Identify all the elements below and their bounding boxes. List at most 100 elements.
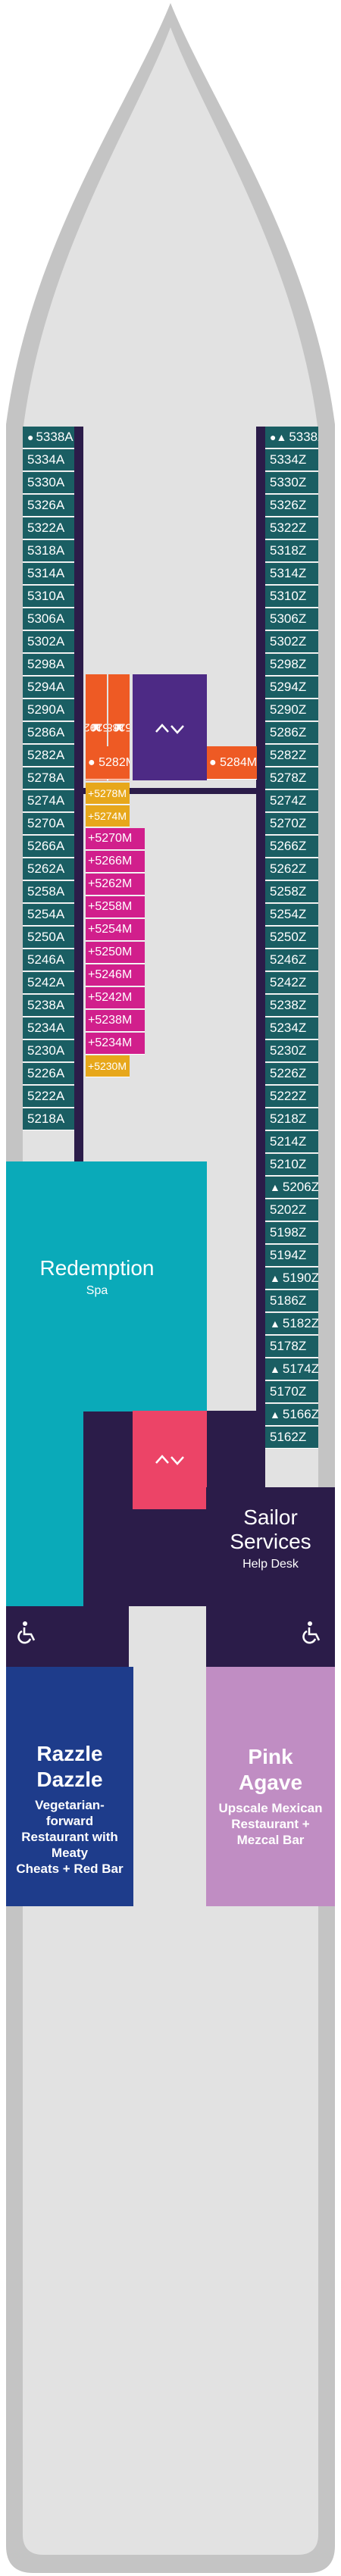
cabin-5282z[interactable]: 5282Z xyxy=(265,745,318,767)
elevator-upper[interactable] xyxy=(133,674,207,780)
cabin-5250a[interactable]: 5250A xyxy=(23,927,74,949)
cabin-5166z[interactable]: ▲5166Z xyxy=(265,1404,318,1426)
cabin-5302z[interactable]: 5302Z xyxy=(265,631,318,653)
cabin-5326z[interactable]: 5326Z xyxy=(265,495,318,517)
cabin-5310a[interactable]: 5310A xyxy=(23,586,74,608)
cabin-suffix: M xyxy=(121,991,133,1004)
cabin-5162z[interactable]: 5162Z xyxy=(265,1427,318,1449)
cabin-5266a[interactable]: 5266A xyxy=(23,836,74,858)
cabin-5254a[interactable]: 5254A xyxy=(23,904,74,926)
cabin-5322a[interactable]: 5322A xyxy=(23,517,74,539)
cabin-5334a[interactable]: 5334A xyxy=(23,449,74,471)
cabin-5238a[interactable]: 5238A xyxy=(23,995,74,1017)
cabin-5338a[interactable]: ● 5338A xyxy=(23,427,74,449)
cabin-5246a[interactable]: 5246A xyxy=(23,949,74,971)
cabin-5262z[interactable]: 5262Z xyxy=(265,858,318,880)
cabin-5284m[interactable]: ● 5284M xyxy=(207,746,257,780)
cabin-5234a[interactable]: 5234A xyxy=(23,1018,74,1039)
cabin-5182z[interactable]: ▲5182Z xyxy=(265,1313,318,1335)
cabin-5218a[interactable]: 5218A xyxy=(23,1108,74,1130)
cabin-5230m[interactable]: +5230M xyxy=(86,1055,130,1077)
redemption-spa[interactable]: Redemption Spa xyxy=(6,1161,207,1411)
cabin-5318z[interactable]: 5318Z xyxy=(265,540,318,562)
cabin-5274m[interactable]: +5274M xyxy=(86,805,130,827)
cabin-5334z[interactable]: 5334Z xyxy=(265,449,318,471)
elevator-lower[interactable] xyxy=(133,1411,207,1509)
cabin-5254m[interactable]: +5254M xyxy=(86,919,145,941)
cabin-5306a[interactable]: 5306A xyxy=(23,608,74,630)
cabin-5194z[interactable]: 5194Z xyxy=(265,1245,318,1267)
cabin-5314a[interactable]: 5314A xyxy=(23,563,74,585)
cabin-5266m[interactable]: +5266M xyxy=(86,851,145,873)
cabin-5254z[interactable]: 5254Z xyxy=(265,904,318,926)
cabin-5274z[interactable]: 5274Z xyxy=(265,790,318,812)
cabin-5170z[interactable]: 5170Z xyxy=(265,1381,318,1403)
cabin-5286a[interactable]: 5286A xyxy=(23,722,74,744)
cabin-5262a[interactable]: 5262A xyxy=(23,858,74,880)
cabin-5278a[interactable]: 5278A xyxy=(23,767,74,789)
cabin-5238m[interactable]: +5238M xyxy=(86,1010,145,1032)
cabin-5270z[interactable]: 5270Z xyxy=(265,813,318,835)
cabin-5290a[interactable]: 5290A xyxy=(23,699,74,721)
cabin-5230z[interactable]: 5230Z xyxy=(265,1040,318,1062)
cabin-5222a[interactable]: 5222A xyxy=(23,1086,74,1108)
pink-agave-restaurant[interactable]: Pink Agave Upscale Mexican Restaurant + … xyxy=(206,1667,335,1906)
cabin-5270a[interactable]: 5270A xyxy=(23,813,74,835)
cabin-5178z[interactable]: 5178Z xyxy=(265,1336,318,1358)
cabin-5242z[interactable]: 5242Z xyxy=(265,972,318,994)
cabin-5330z[interactable]: 5330Z xyxy=(265,472,318,494)
cabin-5290z[interactable]: 5290Z xyxy=(265,699,318,721)
cabin-5242m[interactable]: +5242M xyxy=(86,987,145,1009)
cabin-number: 5182 xyxy=(282,1316,311,1330)
cabin-5250z[interactable]: 5250Z xyxy=(265,927,318,949)
cabin-5238z[interactable]: 5238Z xyxy=(265,995,318,1017)
cabin-5202z[interactable]: 5202Z xyxy=(265,1199,318,1221)
cabin-5318a[interactable]: 5318A xyxy=(23,540,74,562)
cabin-5250m[interactable]: +5250M xyxy=(86,942,145,964)
cabin-5174z[interactable]: ▲5174Z xyxy=(265,1358,318,1380)
cabin-5282m[interactable]: ● 5282M xyxy=(86,746,130,780)
cabin-5274a[interactable]: 5274A xyxy=(23,790,74,812)
cabin-5322z[interactable]: 5322Z xyxy=(265,517,318,539)
cabin-5310z[interactable]: 5310Z xyxy=(265,586,318,608)
plus-icon: + xyxy=(88,991,95,1004)
cabin-5242a[interactable]: 5242A xyxy=(23,972,74,994)
cabin-5266z[interactable]: 5266Z xyxy=(265,836,318,858)
cabin-5218z[interactable]: 5218Z xyxy=(265,1108,318,1130)
cabin-5206z[interactable]: ▲5206Z xyxy=(265,1177,318,1199)
cabin-5338z[interactable]: ●▲5338Z xyxy=(265,427,318,449)
cabin-5294z[interactable]: 5294Z xyxy=(265,677,318,699)
cabin-5330a[interactable]: 5330A xyxy=(23,472,74,494)
cabin-5190z[interactable]: ▲5190Z xyxy=(265,1268,318,1290)
cabin-5186z[interactable]: 5186Z xyxy=(265,1290,318,1312)
cabin-5302a[interactable]: 5302A xyxy=(23,631,74,653)
cabin-5326a[interactable]: 5326A xyxy=(23,495,74,517)
cabin-5278z[interactable]: 5278Z xyxy=(265,767,318,789)
cabin-5222z[interactable]: 5222Z xyxy=(265,1086,318,1108)
cabin-5298z[interactable]: 5298Z xyxy=(265,654,318,676)
cabin-5294a[interactable]: 5294A xyxy=(23,677,74,699)
cabin-5234m[interactable]: +5234M xyxy=(86,1033,145,1055)
cabin-5214z[interactable]: 5214Z xyxy=(265,1131,318,1153)
cabin-5226a[interactable]: 5226A xyxy=(23,1063,74,1085)
cabin-5298a[interactable]: 5298A xyxy=(23,654,74,676)
cabin-5198z[interactable]: 5198Z xyxy=(265,1222,318,1244)
cabin-5246z[interactable]: 5246Z xyxy=(265,949,318,971)
cabin-5258m[interactable]: +5258M xyxy=(86,896,145,918)
cabin-5234z[interactable]: 5234Z xyxy=(265,1018,318,1039)
cabin-5306z[interactable]: 5306Z xyxy=(265,608,318,630)
cabin-5230a[interactable]: 5230A xyxy=(23,1040,74,1062)
cabin-5258a[interactable]: 5258A xyxy=(23,881,74,903)
cabin-5258z[interactable]: 5258Z xyxy=(265,881,318,903)
cabin-5314z[interactable]: 5314Z xyxy=(265,563,318,585)
cabin-5246m[interactable]: +5246M xyxy=(86,964,145,986)
sailor-services[interactable]: Sailor Services Help Desk xyxy=(206,1487,335,1606)
cabin-5270m[interactable]: +5270M xyxy=(86,828,145,850)
cabin-5210z[interactable]: 5210Z xyxy=(265,1154,318,1176)
cabin-5226z[interactable]: 5226Z xyxy=(265,1063,318,1085)
razzle-dazzle-restaurant[interactable]: Razzle Dazzle Vegetarian- forward Restau… xyxy=(6,1667,133,1906)
cabin-5278m[interactable]: +5278M xyxy=(86,783,130,805)
cabin-5282a[interactable]: 5282A xyxy=(23,745,74,767)
cabin-5286z[interactable]: 5286Z xyxy=(265,722,318,744)
cabin-5262m[interactable]: +5262M xyxy=(86,874,145,896)
